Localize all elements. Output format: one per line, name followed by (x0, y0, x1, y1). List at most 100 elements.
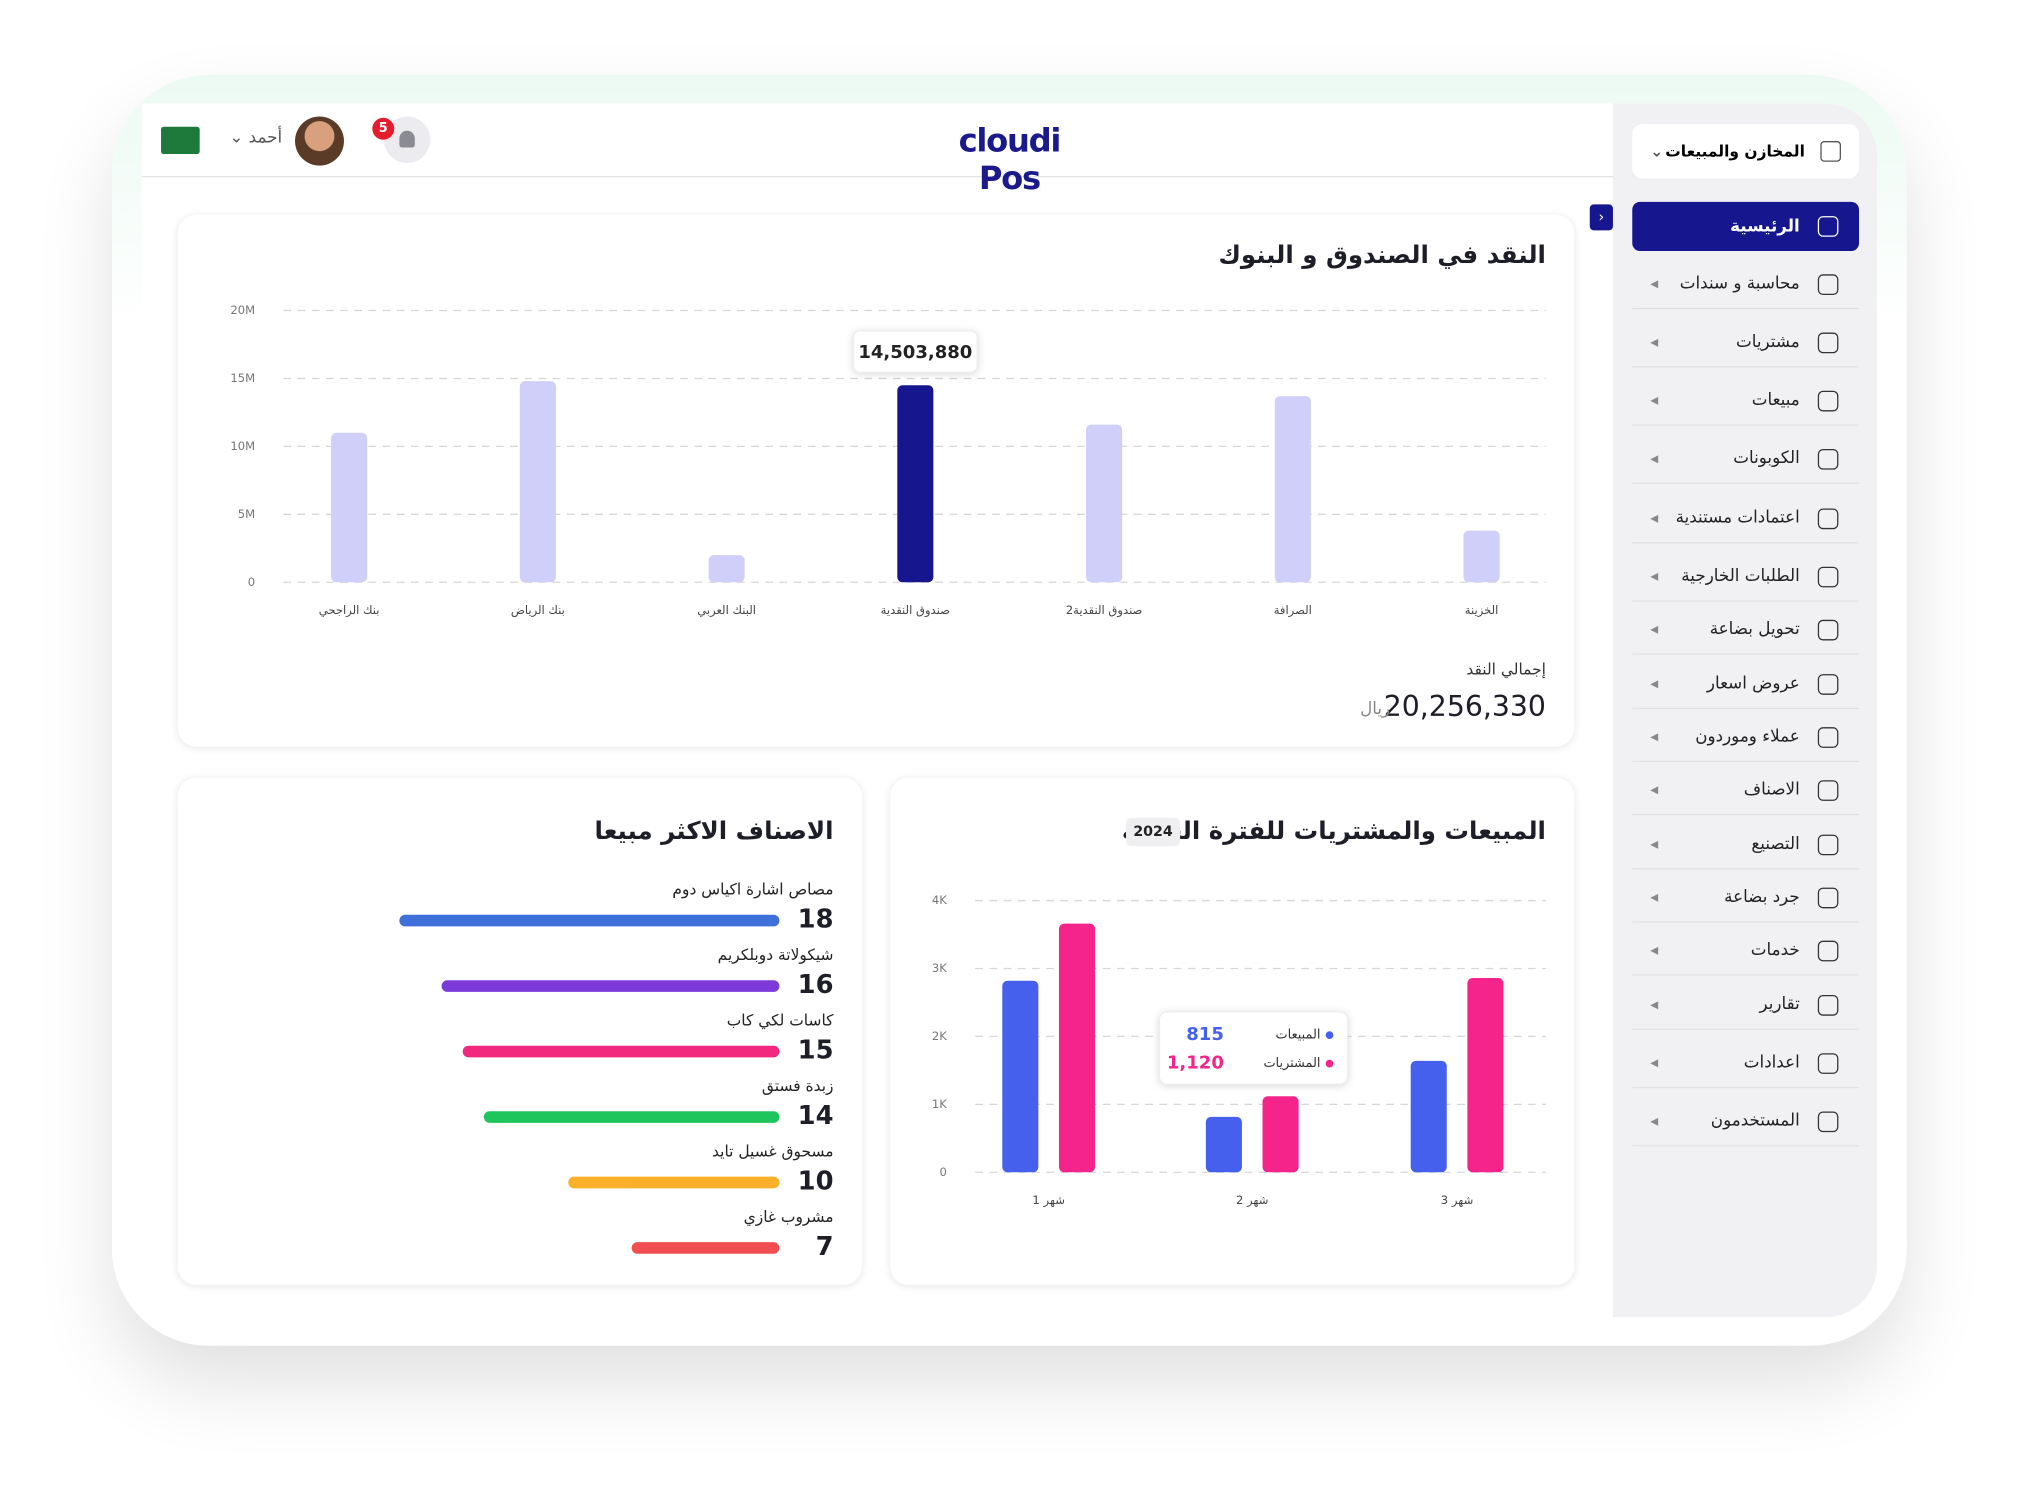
x-tick-label: صندوق النقدية2 (1066, 603, 1143, 618)
total-label: إجمالي النقد (1466, 661, 1546, 680)
top-items-card (177, 777, 862, 1285)
item-name: شيكولاتة دوبلكريم (718, 946, 834, 965)
bar (462, 1045, 780, 1058)
bar (631, 1242, 780, 1254)
x-tick-label: شهر 2 (1236, 1193, 1269, 1208)
y-tick-label: 5M (238, 507, 255, 521)
tooltip (1158, 1011, 1349, 1085)
menu-item[interactable]: تحويل بضاعة ◀ (1632, 606, 1860, 655)
x-tick-label: بنك الرياض (511, 603, 565, 618)
menu-item[interactable]: مبيعات ◀ (1632, 377, 1860, 426)
menu-label: تحويل بضاعة (1709, 619, 1800, 640)
menu-label: اعدادات (1743, 1053, 1800, 1073)
arrow: ◀ (1650, 394, 1659, 407)
y-tick-label: 2K (932, 1029, 947, 1043)
flag[interactable] (161, 126, 200, 154)
menu-label: المستخدمون (1710, 1111, 1800, 1131)
user-name[interactable]: ⌄ أحمد (229, 128, 282, 147)
legend-dot (1325, 1031, 1334, 1040)
menu-item[interactable]: محاسبة و سندات ◀ (1632, 260, 1860, 310)
menu-item[interactable]: عملاء وموردون ◀ (1632, 713, 1860, 763)
user-text: أحمد (248, 128, 283, 148)
menu-label: خدمات (1750, 940, 1800, 961)
arrow: ◀ (1650, 731, 1659, 743)
menu-label: جرد بضاعة (1724, 887, 1800, 908)
card-title: المبيعات والمشتريات للفترة الحالية (1122, 816, 1546, 846)
menu-item[interactable]: جرد بضاعة ◀ (1632, 873, 1860, 923)
menu-item[interactable]: التصنيع ◀ (1632, 820, 1860, 870)
bar (483, 1111, 780, 1123)
menu-item[interactable]: الكوبونات ◀ (1632, 435, 1860, 484)
tooltip-value: 815 (1186, 1024, 1224, 1045)
menu-item[interactable]: الطلبات الخارجية ◀ (1632, 552, 1860, 602)
arrow: ◀ (1650, 623, 1659, 636)
menu-label: تقارير (1759, 995, 1800, 1015)
menu-icon (1817, 886, 1839, 908)
x-tick-label: بنك الراجحي (319, 603, 380, 618)
menu-label: عروض اسعار (1706, 674, 1800, 694)
item-value: 10 (798, 1166, 834, 1196)
chevron: ⌄ (1650, 142, 1664, 161)
year-badge (1125, 817, 1181, 847)
logo: cloudi Pos (958, 121, 1062, 197)
avatar[interactable] (295, 116, 344, 166)
item-value: 16 (798, 970, 834, 1000)
menu-item[interactable]: عروض اسعار ◀ (1632, 660, 1860, 710)
item-name: مسحوق غسيل تايد (712, 1143, 833, 1161)
bar (1467, 977, 1504, 1173)
y-tick-label: 4K (932, 893, 947, 907)
bar (1463, 530, 1500, 583)
menu-item[interactable]: اعتمادات مستندية ◀ (1632, 494, 1860, 544)
menu-item[interactable]: تقارير ◀ (1632, 981, 1860, 1030)
bar (568, 1176, 780, 1189)
x-tick-label: شهر 1 (1032, 1193, 1065, 1208)
notification-badge: 5 (372, 117, 395, 140)
bar (1262, 1096, 1299, 1173)
total-value: 20,256,330 (1384, 690, 1546, 723)
menu-icon (1817, 566, 1839, 587)
menu-icon (1817, 619, 1839, 640)
menu-item[interactable]: الاصناف ◀ (1632, 766, 1860, 816)
menu-label: مبيعات (1751, 390, 1800, 411)
bar (1205, 1116, 1242, 1173)
y-tick-label: 10M (230, 439, 255, 453)
x-tick-label: البنك العربي (697, 603, 756, 618)
arrow: ◀ (1650, 278, 1659, 290)
store-select[interactable]: المخازن والمبيعات ⌄ (1632, 124, 1860, 179)
menu-item[interactable]: الرئيسية (1632, 201, 1860, 252)
menu-icon (1817, 833, 1839, 855)
menu-item[interactable]: خدمات ◀ (1632, 926, 1860, 976)
menu-icon (1817, 331, 1839, 353)
arrow: ◀ (1650, 784, 1659, 796)
store-icon (1820, 141, 1841, 162)
arrow: ◀ (1650, 1057, 1659, 1069)
menu-icon (1817, 1110, 1839, 1132)
year-badge-text: 2024 (1133, 824, 1173, 840)
menu-item[interactable]: مشتريات ◀ (1632, 318, 1860, 368)
bar (1410, 1060, 1447, 1173)
collapse-button[interactable]: › (1589, 204, 1613, 231)
arrow: ◀ (1650, 678, 1659, 690)
bar (708, 555, 745, 583)
store-name: المخازن والمبيعات (1665, 142, 1805, 161)
tooltip (852, 330, 978, 373)
bar (441, 980, 780, 992)
arrow: ◀ (1650, 1115, 1659, 1127)
menu-label: مشتريات (1736, 332, 1800, 352)
bar (399, 914, 780, 927)
arrow: ◀ (1650, 512, 1659, 525)
menu-label: الطلبات الخارجية (1681, 566, 1800, 587)
menu-icon (1817, 448, 1839, 470)
arrow: ◀ (1650, 998, 1659, 1011)
screen: المخازن والمبيعات ⌄ الرئيسية محاسبة و سند… (141, 103, 1878, 1318)
x-tick-label: صندوق النقدية (881, 603, 950, 618)
arrow: ◀ (1650, 944, 1659, 957)
item-value: 18 (798, 904, 834, 934)
menu-icon (1817, 390, 1839, 411)
menu-item[interactable]: اعدادات ◀ (1632, 1039, 1860, 1089)
arrow: ◀ (1650, 838, 1659, 851)
menu-item[interactable]: المستخدمون ◀ (1632, 1097, 1860, 1147)
bar (897, 385, 934, 583)
cash-card (177, 214, 1575, 747)
